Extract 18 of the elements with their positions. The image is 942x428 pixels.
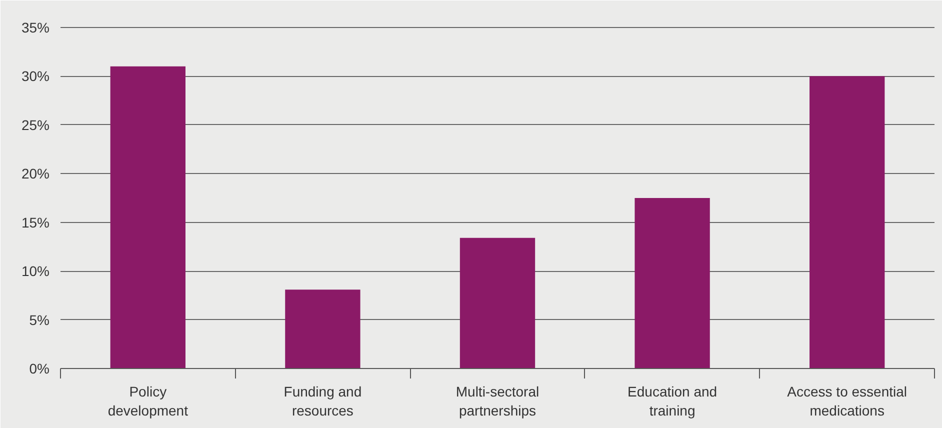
x-tick-label: Policy development [108,384,188,419]
y-tick-label: 20% [21,166,50,182]
y-tick-label: 35% [21,19,50,36]
x-tick-label: Access to essential medications [787,384,908,419]
y-tick-label: 30% [21,68,50,84]
y-tick-label: 25% [21,116,50,133]
bar [460,238,536,368]
y-tick-label: 10% [21,263,50,280]
bar [634,198,710,368]
y-tick-label: 15% [21,214,50,230]
y-tick-label: 0% [29,360,50,376]
bar [285,290,360,368]
x-tick-label: Funding and resources [284,384,362,419]
x-tick-label: Education and training [628,384,718,419]
x-tick-label: Multi-sectoral partnerships [456,384,540,419]
bar [110,66,186,368]
y-tick-label: 5% [29,312,50,328]
bar [810,76,885,368]
